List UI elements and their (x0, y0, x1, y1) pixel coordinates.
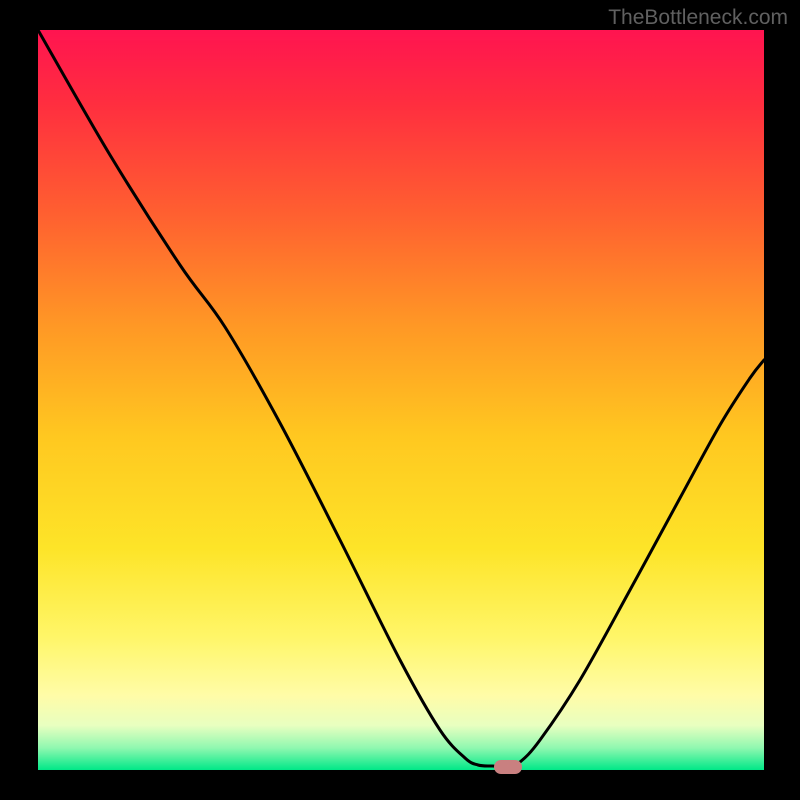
bottleneck-chart (0, 0, 800, 800)
watermark-label: TheBottleneck.com (608, 6, 788, 30)
optimal-marker (494, 760, 522, 774)
chart-svg (0, 0, 800, 800)
